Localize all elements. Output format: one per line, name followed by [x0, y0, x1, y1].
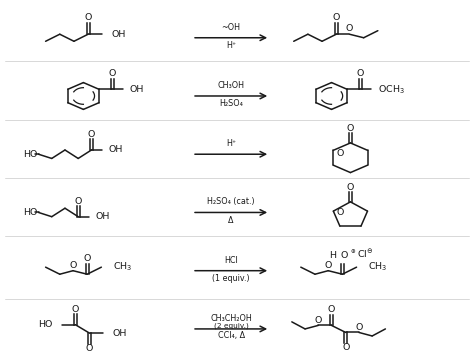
Text: O: O	[346, 24, 353, 33]
Text: $^{\oplus}$: $^{\oplus}$	[350, 248, 356, 257]
Text: OH: OH	[109, 146, 123, 154]
Text: O: O	[333, 13, 340, 22]
Text: Cl$^{\ominus}$: Cl$^{\ominus}$	[357, 247, 373, 260]
Text: H⁺: H⁺	[226, 41, 236, 50]
Text: OH: OH	[112, 329, 127, 338]
Text: HO: HO	[38, 320, 53, 329]
Text: OCH$_3$: OCH$_3$	[378, 83, 405, 95]
Text: O: O	[337, 149, 344, 158]
Text: H₂SO₄: H₂SO₄	[219, 99, 243, 108]
Text: O: O	[328, 305, 335, 315]
Text: CH$_3$: CH$_3$	[368, 261, 388, 273]
Text: (1 equiv.): (1 equiv.)	[212, 274, 250, 283]
Text: ~OH: ~OH	[221, 23, 241, 32]
Text: O: O	[336, 208, 344, 217]
Text: H₂SO₄ (cat.): H₂SO₄ (cat.)	[207, 197, 255, 206]
Text: O: O	[342, 344, 349, 353]
Text: O: O	[356, 69, 364, 78]
Text: O: O	[109, 69, 116, 78]
Text: O: O	[347, 182, 354, 192]
Text: HO: HO	[23, 208, 38, 217]
Text: (2 equiv.): (2 equiv.)	[214, 322, 248, 329]
Text: HO: HO	[23, 150, 38, 159]
Text: O: O	[72, 305, 79, 314]
Text: OH: OH	[96, 212, 110, 221]
Text: H: H	[329, 251, 337, 260]
Text: O: O	[88, 130, 95, 139]
Text: O: O	[84, 13, 92, 22]
Text: O: O	[355, 323, 363, 332]
Text: CH$_3$: CH$_3$	[113, 261, 133, 273]
Text: H⁺: H⁺	[226, 139, 236, 148]
Text: O: O	[340, 251, 347, 260]
Text: O: O	[69, 261, 77, 269]
Text: CH₃OH: CH₃OH	[218, 81, 245, 90]
Text: O: O	[347, 124, 354, 133]
Text: O: O	[86, 344, 93, 353]
Text: CH₃CH₂OH: CH₃CH₂OH	[210, 314, 252, 323]
Text: O: O	[83, 254, 91, 263]
Text: Δ: Δ	[228, 216, 234, 225]
Text: O: O	[325, 261, 332, 269]
Text: OH: OH	[112, 30, 126, 39]
Text: CCl₄, Δ: CCl₄, Δ	[218, 331, 245, 340]
Text: O: O	[74, 197, 82, 206]
Text: O: O	[315, 316, 322, 324]
Text: HCl: HCl	[224, 256, 238, 264]
Text: OH: OH	[130, 85, 144, 94]
